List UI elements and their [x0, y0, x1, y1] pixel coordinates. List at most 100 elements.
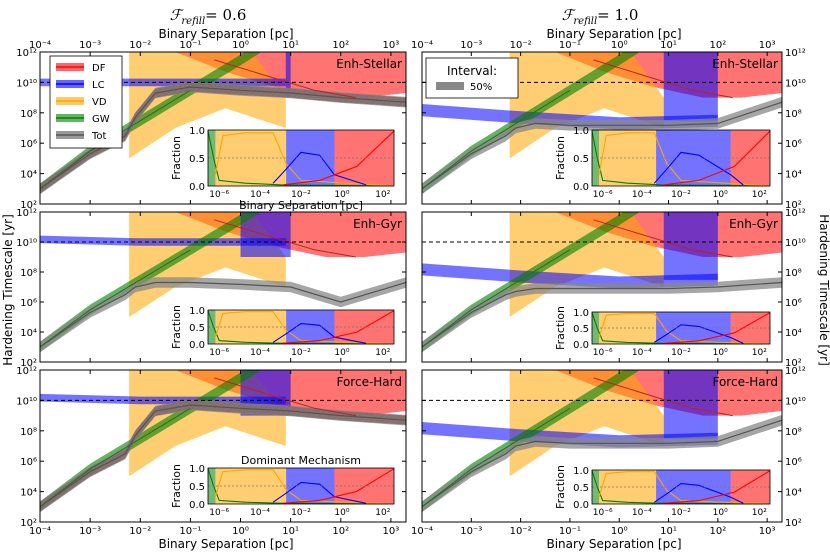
y-tick-label: 10¹²	[16, 366, 37, 377]
tot-line	[40, 281, 406, 348]
y-tick-label: 10⁶	[20, 139, 37, 150]
legend-label-Tot: Tot	[91, 131, 107, 142]
lc-block	[663, 52, 718, 121]
y-tick-label: 10¹²	[785, 208, 806, 219]
lc-band	[422, 263, 718, 289]
inset-region	[208, 468, 216, 504]
inset-df-line	[282, 468, 395, 504]
y-tick-label: 10¹⁰	[16, 238, 37, 249]
top-xlabel-1: Binary Separation [pc]	[158, 27, 293, 41]
inset-frame	[207, 309, 395, 345]
lc-block	[663, 370, 718, 439]
y-tick-label: 10⁴	[20, 488, 37, 499]
inset-vd-line	[214, 311, 395, 345]
inset-region	[208, 130, 216, 186]
x-tick-label-top: 10¹	[282, 40, 299, 51]
inset-x-tick-label: 10⁰	[334, 508, 349, 518]
y-tick-label: 10¹⁰	[16, 78, 37, 89]
interval-legend: Interval: 50%	[425, 57, 519, 99]
ylabel-right: Hardening Timescale [yr]	[817, 214, 830, 366]
x-tick-label-bottom: 10⁻³	[79, 526, 101, 537]
inset-x-tick-label: 10⁻⁶	[593, 508, 613, 518]
y-tick-label: 10⁸	[785, 427, 802, 438]
inset-x-tick-label: 10⁻²	[291, 190, 311, 200]
x-tick-label-top: 10⁻⁴	[29, 40, 51, 51]
y-tick-label: 10⁴	[785, 170, 802, 181]
panel-frame	[421, 51, 783, 205]
panel-label: Force-Hard	[712, 375, 778, 389]
y-tick-label: 10¹⁰	[16, 396, 37, 407]
inset-ylabel: Fraction	[170, 136, 183, 180]
inset-vd-line	[598, 313, 771, 345]
lc-band	[40, 235, 286, 246]
panel-row1-col2: Enh-Stellar 10² 10⁴ 10⁶ 10⁸ 10¹⁰ 10¹² 10⁻⁴ 10⁻³ 1…	[411, 40, 806, 211]
inset-gw-line	[207, 468, 395, 505]
legend-label-GW: GW	[92, 114, 110, 125]
x-tick-label-bottom: 10³	[383, 526, 400, 537]
panel-label: Enh-Gyr	[353, 217, 402, 231]
tot-line	[422, 281, 782, 348]
inset-df-line	[663, 312, 771, 344]
inset-x-tick-label: 10⁰	[713, 508, 728, 518]
panel-label: Enh-Stellar	[336, 57, 402, 71]
inset-x-tick-label: 10⁻⁶	[209, 508, 229, 518]
inset: 0.0 0.5 1.0 Fraction 10⁻⁶ 10⁻⁴ 10⁻² 10⁰ 10² Domin…	[170, 454, 395, 518]
panel-row2-col1: Enh-Gyr 10² 10⁴ 10⁶ 10⁸ 10¹⁰ 10¹² 0.0 0.5 1.0 Frac…	[16, 208, 407, 369]
panel-label: Force-Hard	[336, 375, 402, 389]
inset-gw-line	[207, 130, 395, 187]
interval-label: 50%	[470, 82, 492, 93]
inset-ylabel: Fraction	[554, 306, 567, 350]
x-tick-label-bottom: 10⁻¹	[179, 526, 201, 537]
inset-y-tick-label: 0.5	[189, 323, 205, 334]
panel-body	[422, 52, 782, 195]
x-tick-label-bottom: 10⁻⁴	[411, 526, 433, 537]
inset-gw-line	[591, 470, 771, 505]
lc-block	[240, 212, 291, 257]
x-tick-label-top: 10⁻²	[129, 40, 151, 51]
top-xlabel-2: Binary Separation [pc]	[546, 27, 681, 41]
y-tick-label: 10⁴	[785, 328, 802, 339]
legend: DF LC VD GW Tot	[49, 55, 123, 149]
inset-gw-line	[207, 310, 395, 345]
inset-x-tick-label: 10⁻⁴	[250, 190, 270, 200]
inset-gw-line	[591, 130, 771, 187]
inset-x-tick-label: 10⁻²	[671, 190, 691, 200]
tot-band	[422, 277, 782, 353]
inset-y-tick-label: 1.0	[189, 306, 205, 317]
x-tick-label-top: 10²	[709, 40, 726, 51]
legend-items: DF LC VD GW Tot	[56, 63, 110, 142]
y-tick-label: 10⁸	[20, 427, 37, 438]
inset-x-tick-label: 10⁻²	[671, 348, 691, 358]
interval-swatch	[436, 82, 464, 90]
panel-body	[40, 370, 406, 513]
gw-line	[40, 407, 191, 508]
lc-spike	[285, 52, 291, 98]
tot-line	[40, 404, 406, 508]
y-tick-label: 10⁶	[20, 298, 37, 309]
lc-block	[663, 212, 718, 280]
inset-region	[215, 468, 287, 504]
legend-label-VD: VD	[92, 97, 107, 108]
inset-vd-line	[214, 469, 395, 505]
tot-band	[422, 414, 782, 513]
inset-frame	[207, 129, 395, 187]
x-tick-label-bottom: 10³	[759, 526, 776, 537]
inset: 0.0 0.5 1.0 Fraction 10⁻⁶ 10⁻⁴ 10⁻² 10⁰ 10²	[554, 126, 771, 200]
inset-region	[286, 130, 335, 186]
bottom-xlabel-1: Binary Separation [pc]	[158, 537, 293, 551]
vd-band	[509, 370, 664, 477]
inset-region	[592, 312, 600, 344]
inset-x-tick-label: 10⁰	[334, 190, 349, 200]
tot-line	[422, 419, 782, 508]
panel-label: Enh-Stellar	[712, 57, 778, 71]
y-tick-label: 10¹²	[785, 366, 806, 377]
y-tick-label: 10⁶	[785, 298, 802, 309]
inset-x-tick-label: 10²	[752, 348, 767, 358]
y-tick-label: 10²	[785, 518, 802, 529]
x-tick-label-bottom: 10¹	[282, 526, 299, 537]
tot-band	[422, 96, 782, 195]
inset-x-tick-label: 10⁻⁴	[250, 508, 270, 518]
inset-x-tick-label: 10⁻⁴	[632, 348, 652, 358]
inset-y-tick-label: 0.0	[189, 500, 205, 511]
inset-y-tick-label: 1.0	[573, 308, 589, 319]
